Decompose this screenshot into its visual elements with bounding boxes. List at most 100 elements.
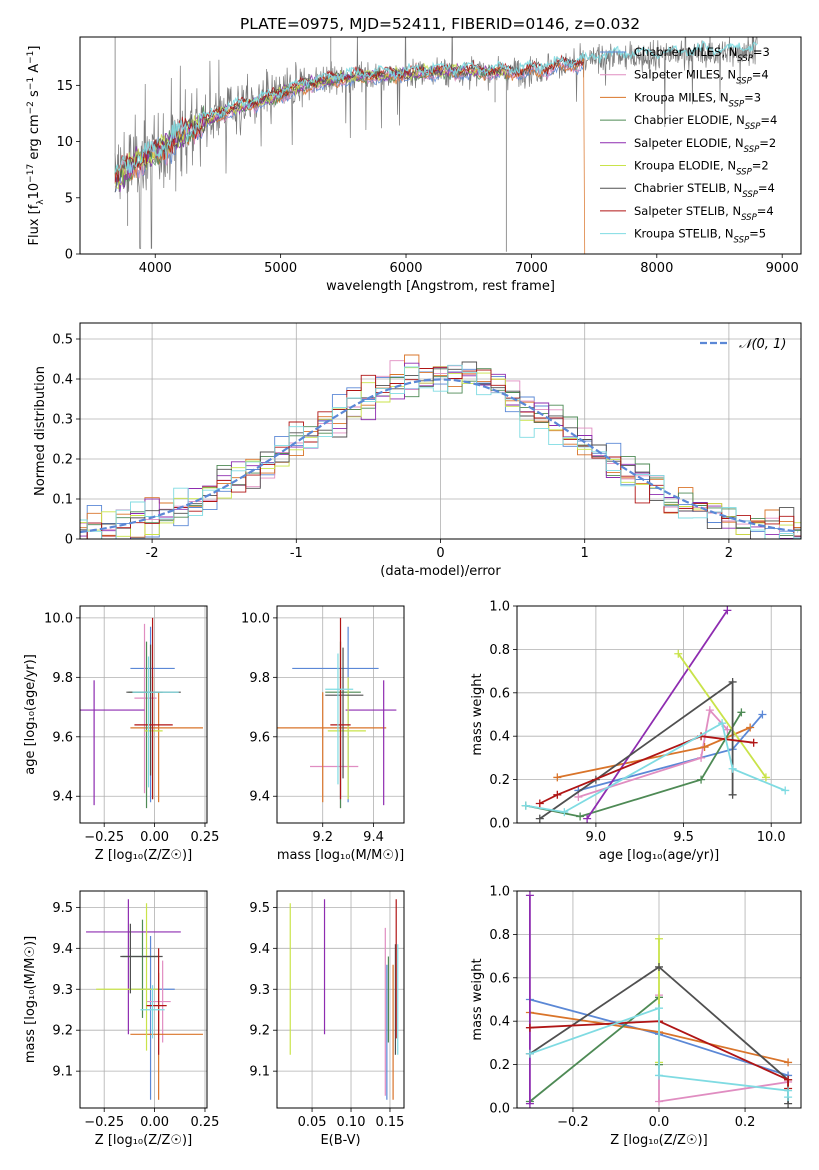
series-point (525, 1023, 534, 1032)
series-point (697, 775, 706, 784)
errorbar-point-chabrier_stelib (120, 923, 163, 994)
series-point (728, 677, 737, 686)
series-point (784, 1093, 793, 1102)
plot-area (80, 354, 801, 539)
chart-mass-vs-z: −0.25 0.00 0.25 9.1 9.2 9.3 9.4 9.5 Z [log₁₀(Z/Z… (23, 890, 220, 1148)
grid (517, 605, 801, 824)
y-axis-label: mass [log₁₀(M/M☉)] (23, 936, 38, 1063)
x-tick-label: −0.2 (557, 1115, 589, 1130)
series-point (655, 1097, 663, 1106)
x-axis-label: mass [log₁₀(M/M☉)] (277, 848, 404, 863)
x-tick-label: 9.5 (673, 830, 694, 845)
y-tick-label: 1.0 (489, 885, 510, 900)
series-salpeter_elodie (525, 891, 534, 1108)
axes-frame (79, 36, 802, 255)
x-tick-label: 0.05 (298, 1115, 327, 1130)
x-tick-label: 2 (725, 546, 733, 561)
errorbar-point-kroupa_elodie (144, 677, 163, 800)
series-line (677, 653, 767, 778)
y-tick-label: 0.3 (52, 413, 73, 428)
errorbar-point-salpeter_stelib (134, 617, 173, 800)
y-tick-label: 10.0 (241, 611, 270, 626)
y-tick-label: 0.0 (489, 817, 510, 832)
x-tick-label: 0 (436, 546, 444, 561)
x-tick-label: 7000 (515, 261, 548, 276)
y-tick-label: 9.4 (249, 790, 270, 805)
y-tick-label: 15 (56, 79, 73, 94)
x-tick-label: 0.25 (191, 830, 220, 845)
x-tick-label: 0.15 (375, 1115, 404, 1130)
chart-mass-vs-ebv: 0.05 0.10 0.15 9.1 9.2 9.3 9.4 9.5 E(B-V) (249, 890, 405, 1148)
y-axis-label: mass weight (470, 958, 485, 1040)
series-point (723, 606, 732, 615)
series-point (576, 812, 585, 821)
errorbar-point-kroupa_elodie (96, 903, 159, 1051)
y-tick-label: 0.4 (489, 730, 510, 745)
plot-area (289, 899, 399, 1100)
x-tick-label: 0.25 (191, 1115, 220, 1130)
axes-frame (79, 322, 802, 540)
errorbar-point-salpeter_elodie (80, 680, 145, 806)
legend-entry-chabrier_stelib: Chabrier STELIB, NSSP=4 (634, 181, 775, 200)
series-point (655, 1004, 663, 1013)
y-tick-label: 1.0 (489, 600, 510, 615)
y-tick-label: 9.4 (52, 790, 73, 805)
series-point (749, 738, 758, 747)
x-tick-label: 0.10 (337, 1115, 366, 1130)
series-point (746, 723, 755, 732)
y-tick-label: 9.4 (52, 942, 73, 957)
grid (80, 891, 207, 1108)
y-tick-label: 0.8 (489, 928, 510, 943)
y-tick-label: 9.8 (249, 671, 270, 686)
series-point (700, 743, 709, 752)
plot-area (277, 617, 397, 809)
series-chabrier_stelib (535, 677, 737, 823)
x-tick-label: 5000 (264, 261, 297, 276)
y-tick-label: 9.3 (249, 983, 270, 998)
series-point (784, 1075, 793, 1084)
errorbar-point-salpeter_stelib (146, 948, 167, 1055)
y-tick-label: 0.5 (52, 333, 73, 348)
y-tick-label: 0.4 (489, 1015, 510, 1030)
chart-weight-vs-age: 9.0 9.5 10.0 0.0 0.2 0.4 0.6 0.8 1.0 age [log₁₀(a… (470, 600, 802, 863)
axes-frame (516, 605, 802, 824)
y-tick-label: 0.4 (52, 373, 73, 388)
x-axis-label: Z [log₁₀(Z/Z☉)] (95, 848, 192, 863)
legend-entry-kroupa_miles: Kroupa MILES, NSSP=3 (634, 90, 761, 109)
chart-weight-vs-z: −0.2 0.0 0.2 0.0 0.2 0.4 0.6 0.8 1.0 Z [log₁₀(Z/Z… (470, 885, 802, 1148)
series-line (539, 735, 754, 805)
series-point (525, 1049, 534, 1058)
series-line (529, 995, 660, 1103)
y-tick-label: 0 (65, 248, 73, 263)
y-tick-label: 9.6 (249, 730, 270, 745)
series-point (535, 799, 544, 808)
y-tick-label: 9.6 (52, 730, 73, 745)
errorbar-point-chabrier_elodie (122, 919, 159, 1018)
y-tick-label: 0 (65, 533, 73, 548)
series-line (539, 680, 734, 820)
x-tick-label: -2 (146, 546, 159, 561)
y-tick-label: 9.1 (249, 1065, 270, 1080)
errorbar-point-chabrier_miles (292, 626, 379, 803)
y-tick-label: 5 (65, 191, 73, 206)
series-line (658, 995, 789, 1103)
series-kroupa_stelib (525, 1004, 793, 1102)
axes-frame (276, 890, 405, 1109)
errorbar-point-salpeter_stelib (330, 617, 351, 800)
legend-entry-kroupa_elodie: Kroupa ELODIE, NSSP=2 (634, 159, 769, 178)
model-spectrum-salpeter_stelib (114, 54, 584, 183)
x-tick-label: −0.25 (84, 830, 124, 845)
axes-frame (79, 605, 208, 824)
series-point (655, 934, 663, 943)
series-point (758, 710, 767, 719)
series-kroupa_stelib (521, 719, 790, 817)
axes-frame (516, 890, 802, 1109)
series-point (521, 801, 530, 810)
series-kroupa_elodie (674, 649, 770, 782)
series-point (761, 773, 770, 782)
x-tick-label: 0.2 (735, 1115, 756, 1130)
series-point (553, 790, 562, 799)
model-spectrum-salpeter_elodie (114, 62, 507, 192)
x-tick-label: -1 (290, 546, 303, 561)
errorbar-point-kroupa_miles (277, 692, 387, 803)
